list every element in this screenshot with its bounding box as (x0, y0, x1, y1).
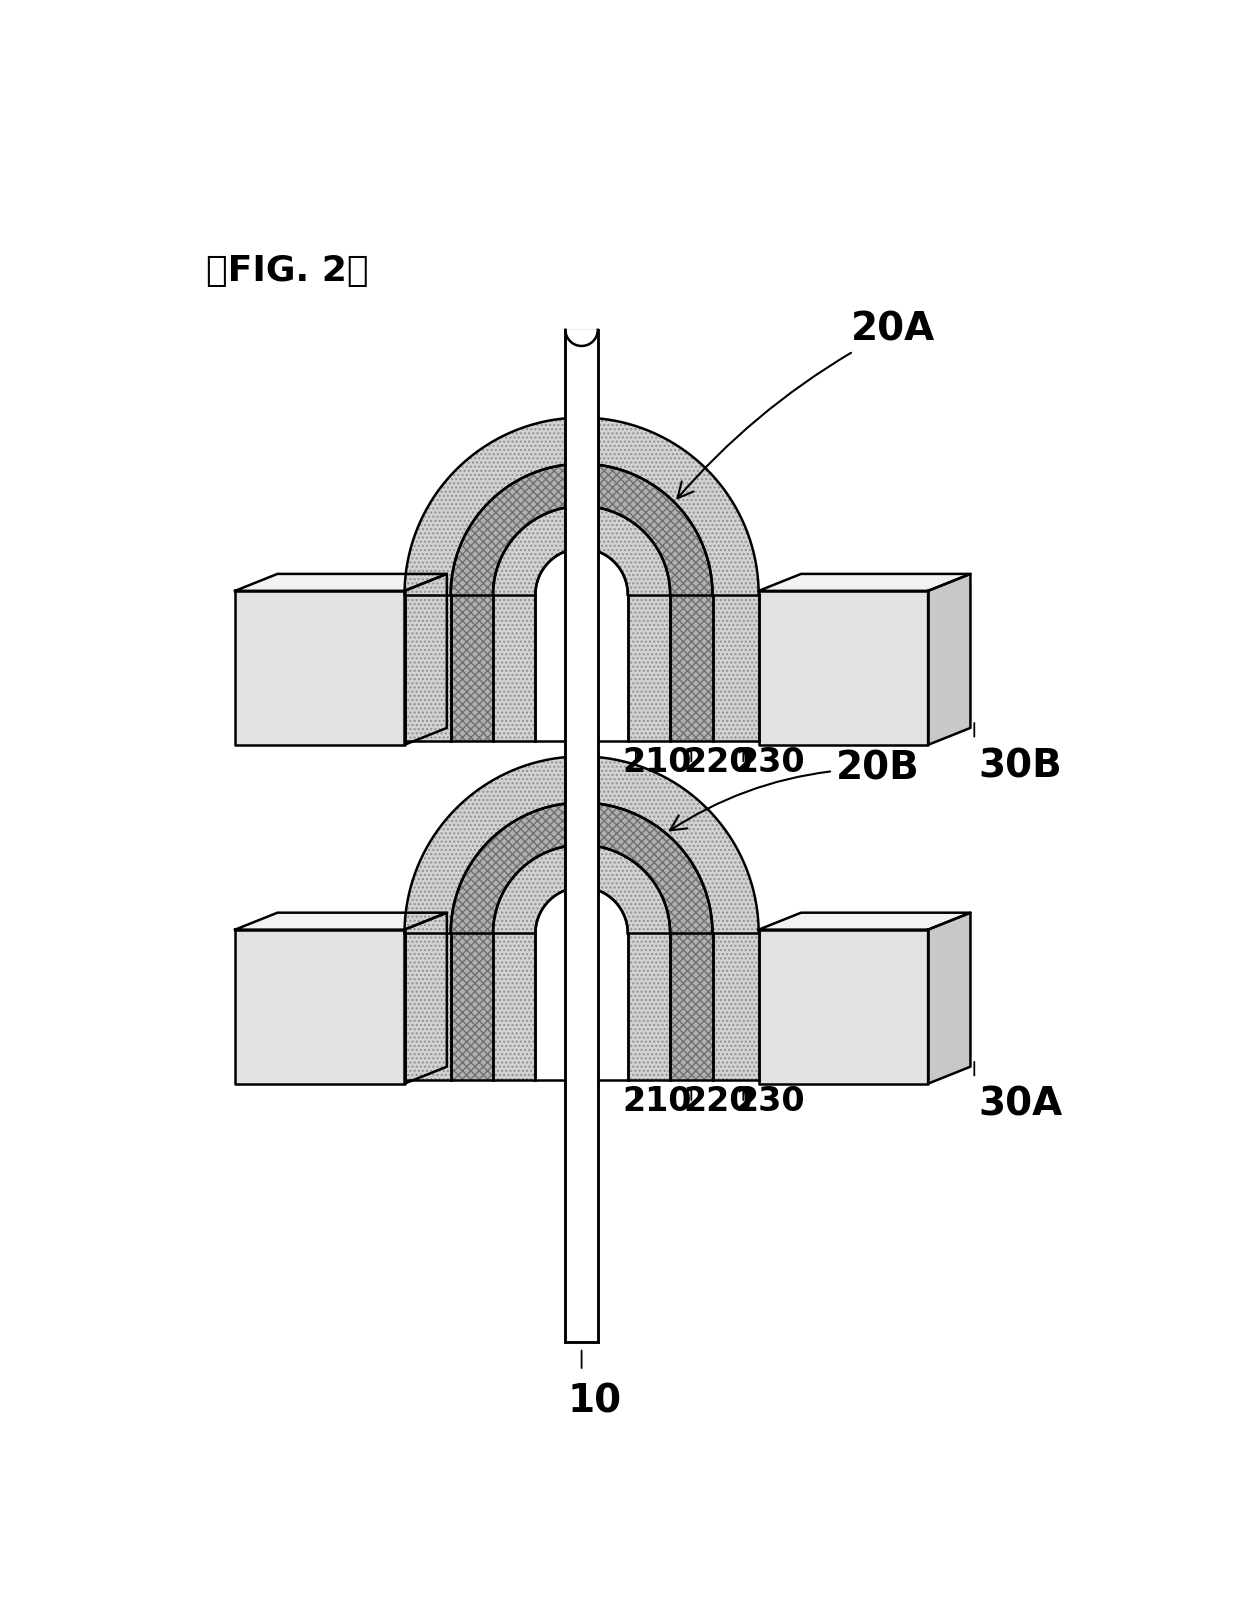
Polygon shape (582, 934, 627, 1080)
Polygon shape (494, 507, 670, 594)
Text: 20B: 20B (670, 750, 919, 831)
Polygon shape (536, 934, 582, 1080)
Polygon shape (759, 913, 971, 929)
Polygon shape (627, 594, 670, 742)
Polygon shape (565, 330, 598, 346)
Polygon shape (494, 594, 536, 742)
Polygon shape (450, 803, 713, 934)
Polygon shape (928, 913, 971, 1083)
Polygon shape (536, 594, 582, 742)
Polygon shape (713, 934, 759, 1080)
Polygon shape (670, 934, 713, 1080)
Polygon shape (404, 934, 450, 1080)
Text: 220: 220 (683, 746, 753, 779)
Polygon shape (494, 934, 536, 1080)
Polygon shape (627, 934, 670, 1080)
Polygon shape (494, 845, 670, 934)
Polygon shape (713, 594, 759, 742)
Text: 20A: 20A (677, 311, 935, 499)
Polygon shape (404, 418, 759, 594)
Polygon shape (565, 330, 598, 1342)
Polygon shape (404, 756, 759, 934)
Text: 230: 230 (735, 1085, 805, 1117)
Polygon shape (404, 913, 446, 1083)
Text: 210: 210 (622, 1085, 692, 1117)
Polygon shape (536, 887, 627, 934)
Polygon shape (582, 594, 627, 742)
Polygon shape (450, 934, 494, 1080)
Polygon shape (928, 573, 971, 745)
Text: 230: 230 (735, 746, 805, 779)
Polygon shape (404, 573, 446, 745)
Polygon shape (236, 591, 404, 745)
Polygon shape (236, 913, 446, 929)
Polygon shape (450, 463, 713, 594)
Polygon shape (536, 549, 627, 594)
Text: 30A: 30A (978, 1086, 1063, 1124)
Polygon shape (404, 594, 450, 742)
Polygon shape (670, 594, 713, 742)
Polygon shape (236, 573, 446, 591)
Text: 220: 220 (683, 1085, 753, 1117)
Polygon shape (759, 929, 928, 1083)
Polygon shape (450, 594, 494, 742)
Text: 30B: 30B (978, 746, 1061, 785)
Polygon shape (759, 573, 971, 591)
Text: 210: 210 (622, 746, 692, 779)
Polygon shape (759, 591, 928, 745)
Text: 10: 10 (568, 1383, 622, 1420)
Text: 《FIG. 2》: 《FIG. 2》 (206, 254, 368, 288)
Polygon shape (236, 929, 404, 1083)
